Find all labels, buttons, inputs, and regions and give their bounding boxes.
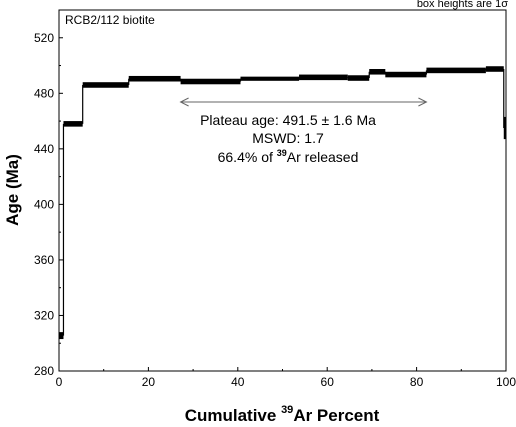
released-sup: 39 bbox=[277, 148, 287, 158]
x-axis-title: Cumulative 39Ar Percent bbox=[185, 404, 380, 425]
plateau-annotation: Plateau age: 491.5 ± 1.6 Ma MSWD: 1.7 66… bbox=[179, 97, 428, 165]
plot-frame bbox=[58, 9, 507, 372]
plateau-age-text: Plateau age: 491.5 ± 1.6 Ma bbox=[200, 112, 376, 128]
step-box bbox=[503, 116, 506, 140]
axis-ticks: 0 20 40 60 80 100 280 320 360 400 440 480 520 bbox=[34, 31, 516, 389]
x-axis-title-sup: 39 bbox=[281, 404, 293, 416]
released-suffix: Ar released bbox=[287, 149, 359, 165]
x-axis-title-prefix: Cumulative bbox=[185, 406, 281, 425]
step-box bbox=[240, 76, 300, 81]
step-boxes bbox=[59, 66, 506, 340]
step-box bbox=[485, 66, 504, 72]
x-tick-label: 40 bbox=[231, 375, 245, 389]
step-box bbox=[82, 82, 129, 88]
y-tick-label: 480 bbox=[34, 86, 54, 100]
mswd-text: MSWD: 1.7 bbox=[252, 130, 324, 146]
step-box bbox=[347, 75, 370, 81]
y-tick-label: 320 bbox=[34, 308, 54, 322]
y-tick-label: 440 bbox=[34, 142, 54, 156]
y-axis-title: Age (Ma) bbox=[3, 154, 22, 226]
released-prefix: 66.4% of bbox=[218, 149, 277, 165]
step-box bbox=[180, 78, 241, 85]
step-box bbox=[63, 121, 83, 127]
x-tick-label: 20 bbox=[142, 375, 156, 389]
x-tick-label: 0 bbox=[56, 375, 63, 389]
x-tick-label: 80 bbox=[410, 375, 424, 389]
x-axis-title-suffix: Ar Percent bbox=[293, 406, 379, 425]
box-height-note: box heights are 1σ bbox=[417, 0, 508, 10]
step-box bbox=[369, 69, 386, 75]
plateau-arrow-right-head bbox=[418, 97, 428, 107]
y-tick-label: 360 bbox=[34, 253, 54, 267]
released-text: 66.4% of 39Ar released bbox=[218, 148, 359, 165]
y-tick-label: 520 bbox=[34, 31, 54, 45]
x-tick-label: 60 bbox=[321, 375, 335, 389]
step-box bbox=[426, 67, 486, 74]
step-box bbox=[299, 74, 348, 81]
sample-label: RCB2/112 biotite bbox=[65, 13, 155, 27]
plateau-arrow-left-head bbox=[179, 97, 189, 107]
step-box bbox=[128, 75, 181, 82]
step-box bbox=[59, 332, 64, 340]
step-box bbox=[385, 71, 427, 78]
x-tick-label: 100 bbox=[496, 375, 516, 389]
y-tick-label: 400 bbox=[34, 197, 54, 211]
y-tick-label: 280 bbox=[34, 364, 54, 378]
